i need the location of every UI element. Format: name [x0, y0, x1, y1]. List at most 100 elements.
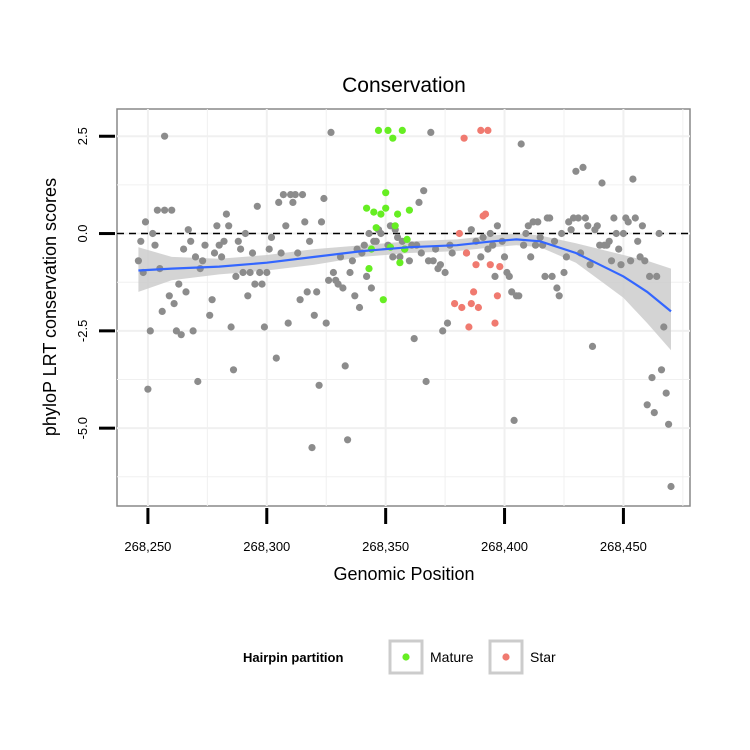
other-point-40: [232, 272, 240, 280]
other-point-174: [584, 222, 592, 230]
x-axis-title: Genomic Position: [333, 564, 474, 584]
other-point-42: [237, 245, 245, 253]
other-point-189: [619, 229, 628, 238]
other-point-153: [534, 218, 542, 226]
mature-point-13: [391, 222, 399, 230]
other-point-197: [638, 222, 647, 230]
mature-point-15: [396, 259, 404, 267]
legend-title: Hairpin partition: [243, 650, 343, 665]
other-point-24: [191, 253, 200, 261]
other-point-123: [439, 327, 447, 335]
other-point-198: [641, 257, 649, 265]
other-point-202: [650, 409, 658, 417]
other-point-156: [541, 272, 549, 280]
other-point-185: [610, 214, 618, 222]
other-point-131: [477, 253, 485, 261]
legend-label-mature: Mature: [430, 649, 474, 665]
other-point-63: [289, 198, 297, 206]
other-point-10: [158, 307, 166, 315]
other-point-12: [161, 206, 169, 214]
mature-point-12: [389, 134, 397, 142]
other-point-37: [225, 222, 233, 230]
other-point-158: [546, 214, 554, 222]
smooth-line-layer: [138, 238, 672, 313]
other-point-129: [467, 226, 475, 234]
other-point-166: [565, 218, 573, 226]
other-point-159: [548, 272, 556, 280]
other-point-133: [484, 245, 492, 253]
other-point-54: [265, 245, 273, 253]
other-point-13: [165, 292, 173, 300]
mature-point-7: [379, 296, 387, 304]
other-point-50: [256, 268, 264, 277]
other-point-44: [241, 229, 249, 238]
y-tick-label-2: -2.5: [75, 320, 90, 342]
other-point-149: [524, 222, 532, 230]
other-point-207: [662, 389, 670, 397]
legend-label-star: Star: [530, 649, 556, 665]
other-point-183: [605, 237, 613, 245]
other-point-57: [275, 198, 283, 206]
other-point-21: [184, 226, 192, 234]
other-point-96: [367, 284, 375, 292]
other-point-45: [244, 292, 252, 300]
other-point-191: [624, 218, 632, 226]
other-point-29: [206, 311, 214, 319]
other-point-135: [489, 241, 497, 249]
other-point-30: [208, 296, 216, 304]
other-point-175: [586, 261, 594, 269]
other-point-201: [648, 374, 656, 382]
mature-point-8: [382, 189, 390, 197]
other-point-78: [325, 276, 333, 284]
other-point-89: [351, 292, 359, 300]
other-point-74: [315, 381, 323, 389]
other-point-91: [355, 303, 364, 312]
other-point-0: [134, 257, 142, 265]
other-point-163: [558, 229, 566, 238]
other-point-56: [272, 354, 280, 362]
other-point-187: [615, 245, 623, 253]
other-point-200: [646, 272, 654, 280]
other-point-61: [284, 319, 292, 327]
other-point-147: [520, 241, 528, 249]
other-point-1: [137, 237, 145, 245]
other-point-148: [522, 229, 530, 238]
other-point-65: [294, 249, 302, 257]
other-point-75: [317, 218, 326, 226]
other-point-22: [187, 237, 195, 245]
points-layer: [134, 126, 675, 491]
other-point-77: [322, 319, 330, 327]
other-point-192: [627, 257, 635, 265]
other-point-41: [234, 237, 242, 245]
star-point-17: [496, 263, 504, 271]
other-point-204: [655, 229, 663, 238]
other-point-122: [436, 261, 444, 269]
other-point-136: [491, 272, 499, 280]
other-point-195: [634, 237, 642, 245]
other-point-178: [593, 222, 601, 230]
star-point-7: [470, 288, 478, 296]
mature-point-4: [372, 224, 380, 232]
other-point-86: [344, 436, 352, 444]
other-point-205: [657, 366, 666, 374]
other-point-6: [149, 229, 157, 238]
other-point-176: [588, 342, 597, 350]
other-point-184: [607, 257, 616, 265]
other-point-48: [251, 280, 259, 288]
x-tick-label-2: 268,350: [362, 539, 409, 554]
mature-point-9: [382, 204, 390, 212]
other-point-68: [301, 218, 309, 226]
other-point-46: [246, 268, 254, 277]
smooth-line: [138, 238, 672, 313]
other-point-58: [277, 249, 285, 257]
other-point-160: [550, 237, 559, 245]
legend-dot-star: [502, 653, 510, 661]
x-tick-label-4: 268,450: [600, 539, 647, 554]
legend-key-star: [488, 639, 524, 675]
other-point-206: [660, 323, 668, 331]
other-point-194: [631, 214, 639, 222]
other-point-165: [562, 253, 571, 261]
other-point-4: [144, 385, 152, 393]
mature-point-1: [365, 265, 373, 273]
